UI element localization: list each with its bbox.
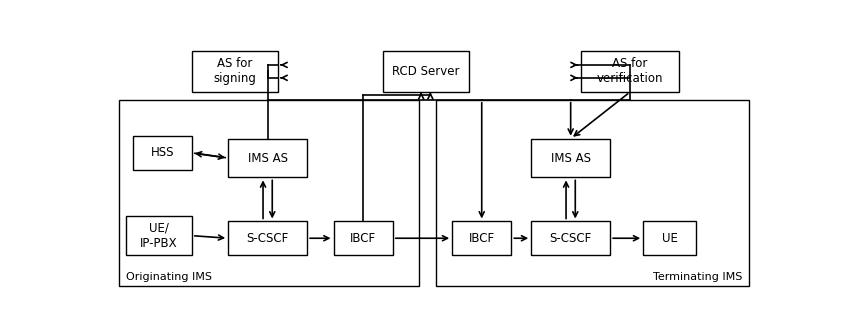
Bar (228, 221, 307, 255)
Bar (133, 136, 192, 170)
Bar (126, 216, 192, 255)
Text: UE/
IP-PBX: UE/ IP-PBX (140, 222, 178, 250)
Bar (435, 100, 749, 286)
Bar (228, 139, 307, 177)
Text: IMS AS: IMS AS (247, 152, 287, 165)
Bar (192, 51, 277, 92)
Text: AS for
signing: AS for signing (213, 57, 256, 85)
Text: IMS AS: IMS AS (551, 152, 591, 165)
Text: Originating IMS: Originating IMS (126, 272, 212, 282)
Text: S-CSCF: S-CSCF (246, 232, 289, 245)
Text: UE: UE (661, 232, 677, 245)
Bar (333, 221, 393, 255)
Bar (643, 221, 696, 255)
Text: RCD Server: RCD Server (392, 65, 460, 78)
Bar (452, 221, 512, 255)
Bar (382, 51, 468, 92)
Bar (119, 100, 419, 286)
Text: HSS: HSS (150, 146, 174, 159)
Text: AS for
verification: AS for verification (597, 57, 663, 85)
Text: IBCF: IBCF (468, 232, 495, 245)
Bar (531, 139, 610, 177)
Bar (531, 221, 610, 255)
Text: S-CSCF: S-CSCF (550, 232, 592, 245)
Text: IBCF: IBCF (350, 232, 377, 245)
Bar (581, 51, 679, 92)
Text: Terminating IMS: Terminating IMS (653, 272, 742, 282)
